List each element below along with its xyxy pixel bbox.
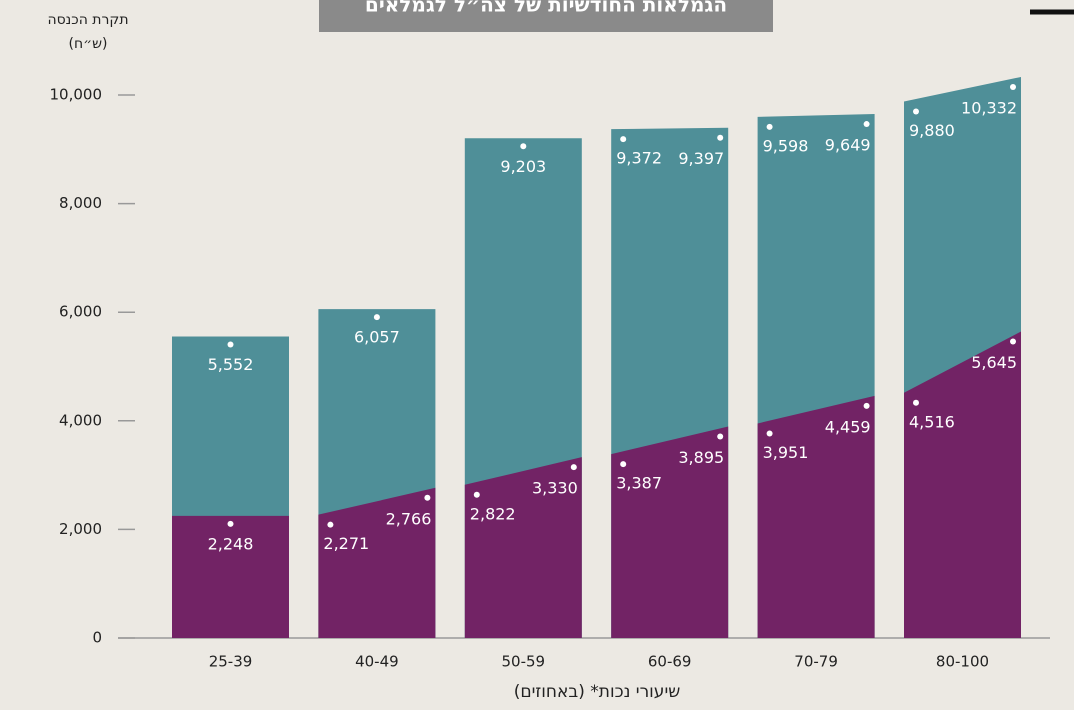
value-label: 2,248 (208, 534, 254, 553)
value-label: 9,397 (678, 149, 724, 168)
x-tick-label: 60-69 (648, 653, 692, 671)
chart-title: הגמלאות החודשיות של צה״ל לגמלאים (365, 0, 727, 17)
value-label: 5,645 (971, 353, 1017, 372)
point (1010, 83, 1016, 90)
point (227, 520, 234, 527)
value-label: 9,649 (825, 136, 871, 155)
y-tick-label: 2,000 (59, 520, 102, 538)
bar-segment (757, 395, 875, 638)
y-tick-label: 10,000 (50, 86, 103, 104)
y-axis-label: (ש״ח) (68, 36, 107, 52)
point (327, 521, 334, 528)
value-label: 9,598 (763, 136, 809, 155)
value-label: 5,552 (208, 355, 254, 374)
y-tick-label: 8,000 (59, 194, 102, 212)
y-tick-label: 6,000 (59, 303, 102, 321)
value-label: 3,387 (616, 474, 662, 493)
point (373, 314, 380, 321)
y-axis-label: תקרת הכנסה (47, 12, 128, 28)
point (863, 402, 870, 409)
point (620, 461, 627, 468)
x-tick-label: 40-49 (355, 653, 399, 671)
value-label: 4,516 (909, 412, 955, 431)
x-axis-label: שיעורי נכות* (באחוזים) (514, 682, 681, 702)
value-label: 2,822 (470, 504, 516, 523)
point (913, 399, 919, 406)
point (473, 491, 480, 498)
bar-segment (172, 515, 289, 638)
bar-segment (904, 331, 1021, 638)
x-tick-label: 50-59 (502, 653, 546, 671)
point (766, 430, 773, 437)
point (863, 121, 870, 128)
point (620, 136, 627, 143)
point (570, 464, 577, 471)
point (520, 143, 527, 150)
bar-segment (464, 457, 582, 638)
title-box (319, 0, 773, 32)
point (717, 433, 724, 440)
bar-segment (318, 487, 436, 638)
point (913, 108, 919, 115)
value-label: 9,372 (616, 149, 662, 168)
value-label: 10,332 (961, 98, 1017, 117)
value-label: 3,951 (763, 443, 809, 462)
value-label: 6,057 (354, 328, 400, 347)
value-label: 3,895 (678, 448, 724, 467)
x-tick-label: 80-100 (936, 653, 989, 671)
value-label: 4,459 (825, 417, 871, 436)
value-label: 9,880 (909, 121, 955, 140)
point (766, 123, 773, 130)
point (717, 134, 724, 141)
x-tick-label: 70-79 (794, 653, 838, 671)
point (227, 341, 234, 348)
x-tick-label: 25-39 (209, 653, 253, 671)
value-label: 3,330 (532, 479, 578, 498)
y-tick-label: 0 (92, 629, 102, 647)
bar-segment (611, 426, 729, 638)
point (1010, 338, 1016, 345)
value-label: 9,203 (500, 157, 546, 176)
value-label: 2,766 (386, 509, 432, 528)
value-label: 2,271 (323, 534, 369, 553)
y-tick-label: 4,000 (59, 411, 102, 429)
point (424, 494, 431, 501)
